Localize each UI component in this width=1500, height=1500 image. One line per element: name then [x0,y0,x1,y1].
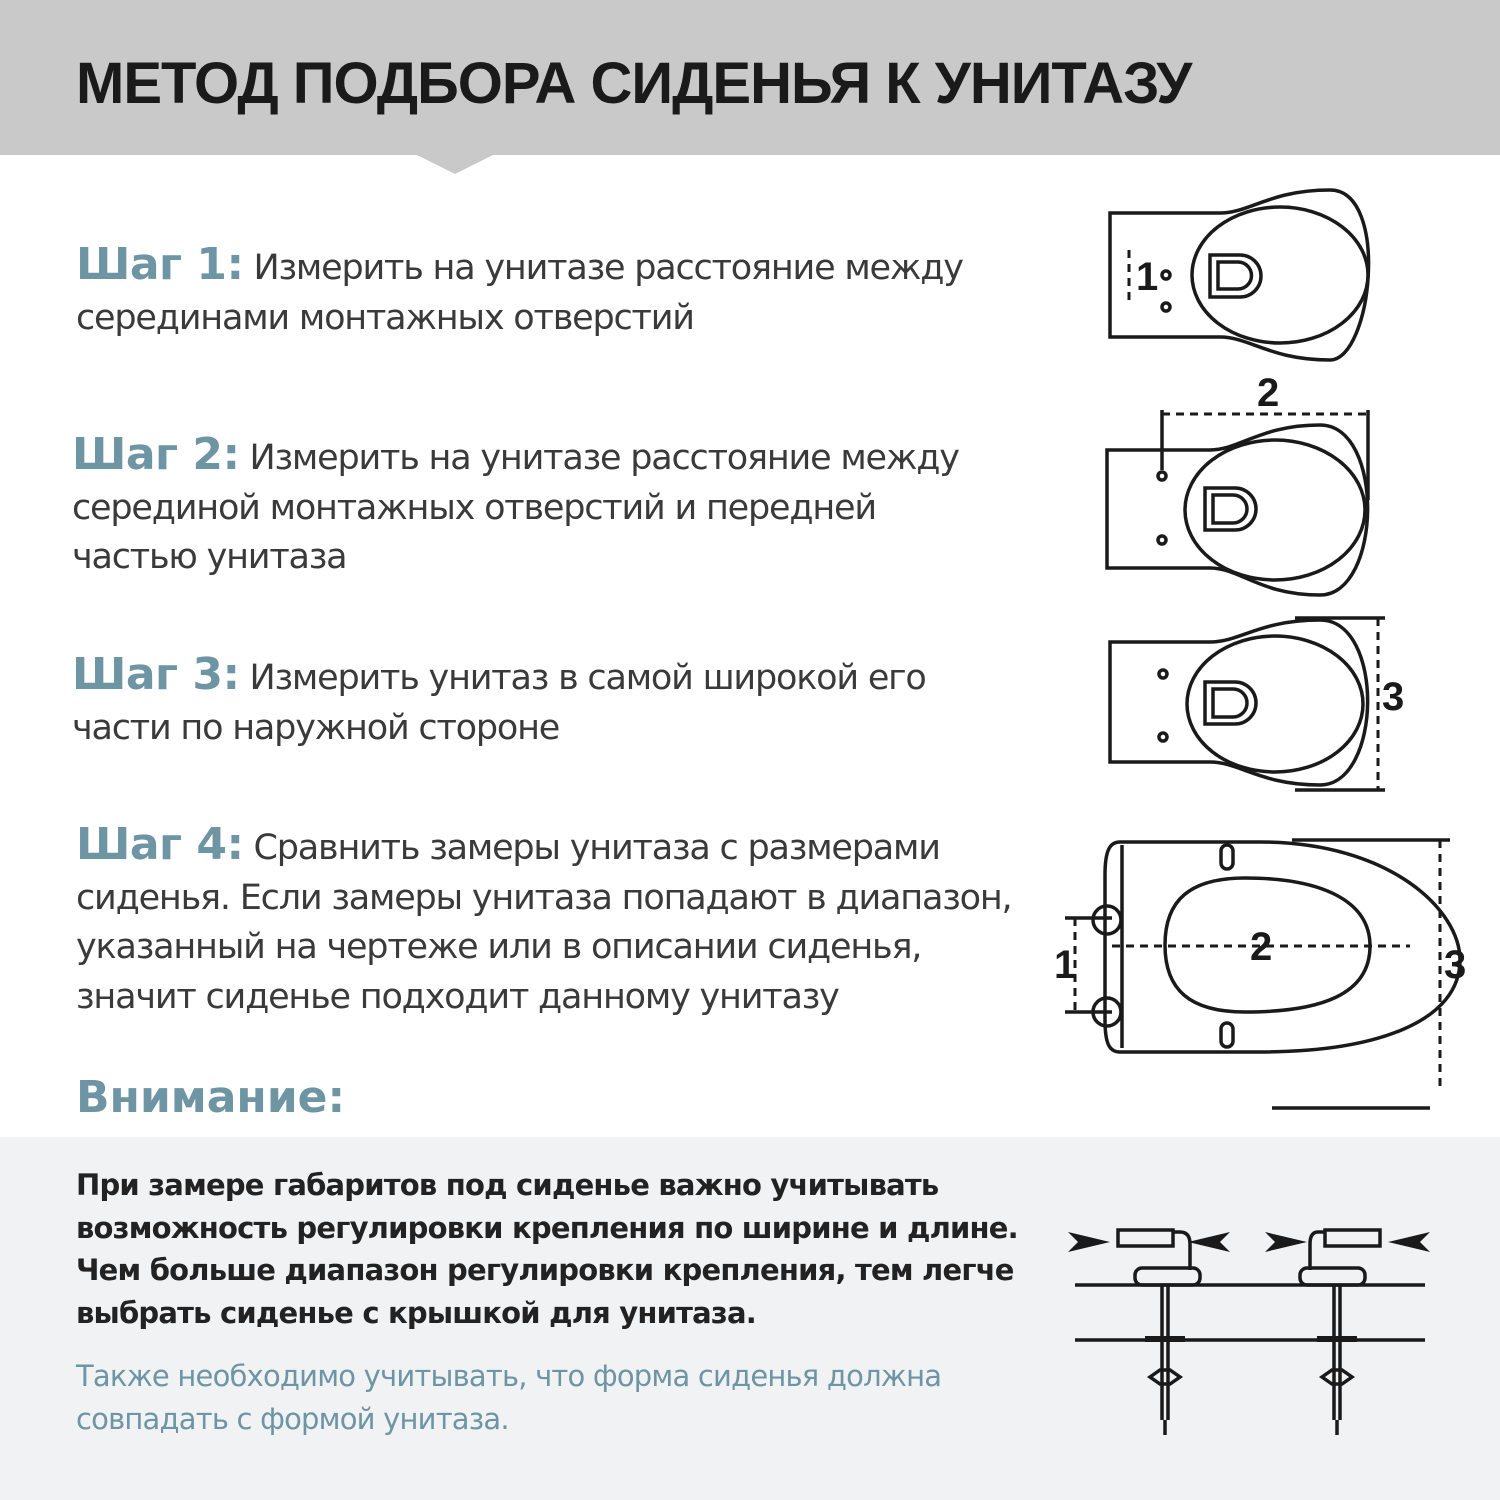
arrow-left-icon [1188,1232,1230,1252]
attention-note: При замере габаритов под сиденье важно у… [76,1164,1036,1334]
hinge-adjustment-diagram [1060,1220,1440,1450]
mark-2: 2 [1250,925,1272,969]
mark-2: 2 [1257,371,1279,415]
attention-note-accent: Также необходимо учитывать, что форма си… [76,1355,1036,1440]
arrow-right-icon [1068,1232,1110,1252]
toilet-diagram-step-3: 3 [1100,610,1420,800]
arrow-right-icon [1265,1232,1307,1252]
page-title: МЕТОД ПОДБОРА СИДЕНЬЯ К УНИТАЗУ [76,50,1191,117]
step-label: Шаг 4: [76,819,244,870]
mark-3: 3 [1382,675,1404,719]
step-label: Шаг 1: [76,239,244,290]
step-label: Шаг 3: [72,649,240,700]
header-notch [415,154,495,174]
toilet-diagram-step-1: 1 [1100,185,1390,385]
step-3: Шаг 3: Измерить унитаз в самой широкой е… [72,650,952,753]
step-label: Шаг 2: [72,429,240,480]
attention-heading: Внимание: [76,1072,345,1123]
toilet-diagram-step-2: 2 [1100,370,1390,600]
step-1: Шаг 1: Измерить на унитазе расстояние ме… [76,240,1056,343]
hinge-left [1118,1230,1200,1435]
hinge-right [1300,1230,1380,1435]
mark-1: 1 [1054,943,1076,987]
seat-diagram-step-4: 1 2 3 [1050,830,1480,1120]
mark-3: 3 [1444,943,1466,987]
step-4: Шаг 4: Сравнить замеры унитаза с размера… [76,820,1036,1022]
arrow-left-icon [1388,1232,1430,1252]
mark-1: 1 [1136,255,1158,299]
step-2: Шаг 2: Измерить на унитазе расстояние ме… [72,430,972,583]
